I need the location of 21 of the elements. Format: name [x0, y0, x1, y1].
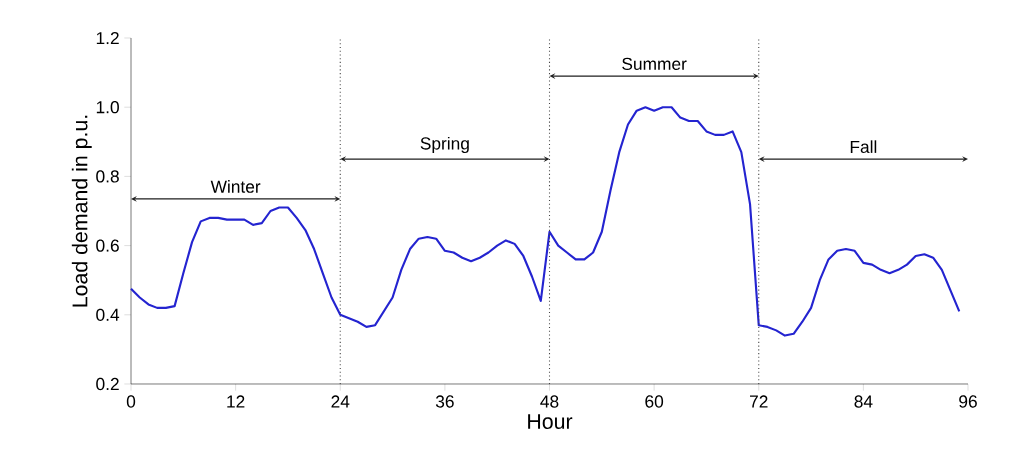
x-axis-title: Hour — [528, 414, 573, 430]
y-tick-label: 1.2 — [96, 31, 119, 45]
x-tick-label: 84 — [854, 395, 873, 408]
x-tick-label: 72 — [750, 395, 768, 408]
annotation: Spring — [420, 136, 469, 154]
y-tick-label: 1.0 — [96, 101, 119, 114]
x-tick-label: 12 — [227, 395, 245, 408]
y-tick-label: 0.2 — [96, 377, 119, 391]
x-tick-label: 0 — [126, 395, 136, 408]
x-tick-label: 36 — [435, 395, 454, 408]
y-axis-title: Load demand in p.u. — [71, 115, 92, 307]
annotation: Winter — [210, 180, 261, 193]
annotation: Fall — [850, 140, 877, 154]
annotation: Summer — [622, 57, 687, 71]
x-tick-label: 48 — [540, 395, 559, 408]
x-tick-label: 96 — [959, 395, 977, 408]
y-tick-label: 0.6 — [96, 239, 119, 252]
y-tick-label: 0.8 — [96, 170, 119, 183]
x-tick-label: 60 — [645, 395, 664, 408]
y-tick-label: 0.4 — [96, 308, 120, 321]
x-tick-label: 24 — [331, 395, 350, 408]
